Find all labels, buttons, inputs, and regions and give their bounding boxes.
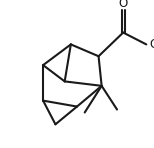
Text: O: O: [119, 0, 128, 10]
Text: Cl: Cl: [149, 38, 154, 51]
